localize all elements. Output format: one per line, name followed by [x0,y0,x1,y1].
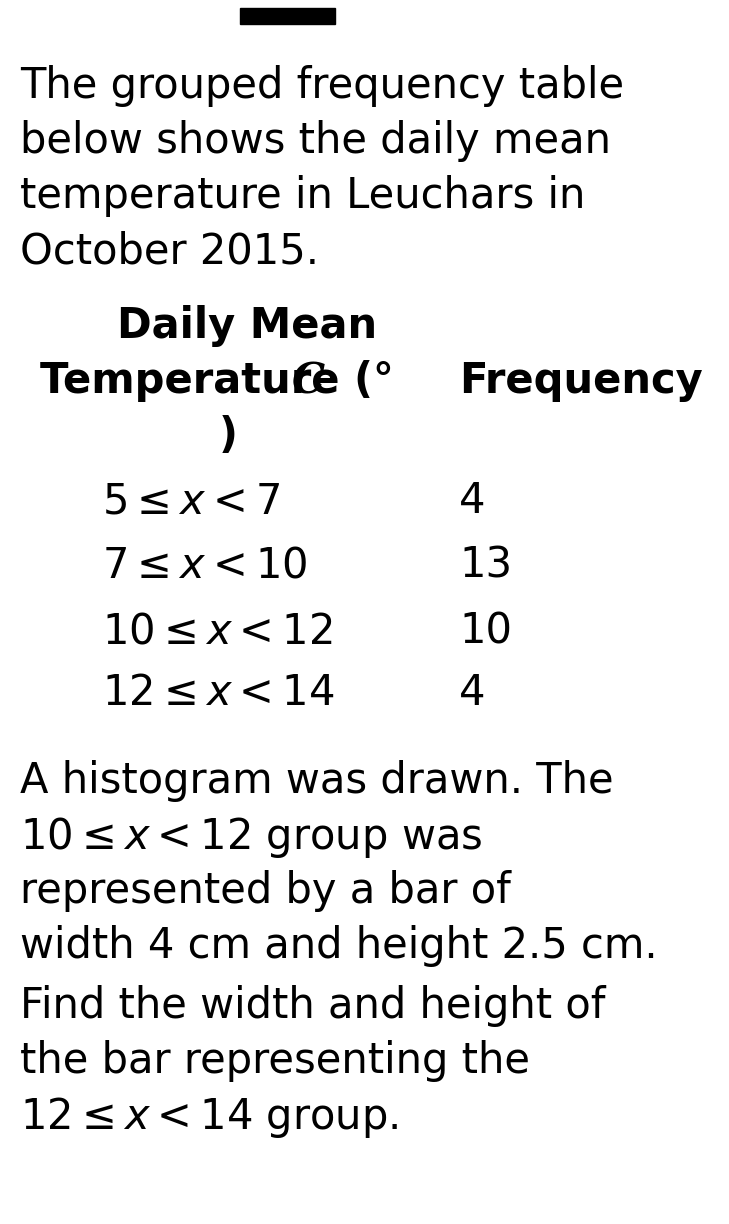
Text: ): ) [219,415,238,457]
Text: 4: 4 [459,480,486,521]
Text: Temperature (°: Temperature (° [40,360,394,401]
Text: $12 \leq x < 14$ group.: $12 \leq x < 14$ group. [20,1095,398,1140]
Text: 10: 10 [459,610,512,652]
Text: $10 \leq x < 12$ group was: $10 \leq x < 12$ group was [20,815,482,860]
Text: October 2015.: October 2015. [20,230,319,272]
Text: the bar representing the: the bar representing the [20,1040,530,1082]
Text: width 4 cm and height 2.5 cm.: width 4 cm and height 2.5 cm. [20,925,658,967]
Text: Find the width and height of: Find the width and height of [20,985,605,1027]
Text: below shows the daily mean: below shows the daily mean [20,120,611,162]
Text: The grouped frequency table: The grouped frequency table [20,65,624,106]
Text: C: C [292,360,325,401]
Text: 4: 4 [459,672,486,714]
Text: $5 \leq x < 7$: $5 \leq x < 7$ [102,480,280,521]
Text: Daily Mean: Daily Mean [117,305,377,346]
Text: $10 \leq x < 12$: $10 \leq x < 12$ [102,610,332,652]
Text: Frequency: Frequency [459,360,703,401]
Text: $7 \leq x < 10$: $7 \leq x < 10$ [102,545,308,588]
Text: represented by a bar of: represented by a bar of [20,870,510,912]
Text: A histogram was drawn. The: A histogram was drawn. The [20,760,613,802]
Text: 13: 13 [459,545,512,588]
Text: temperature in Leuchars in: temperature in Leuchars in [20,175,585,217]
Text: $12 \leq x < 14$: $12 \leq x < 14$ [102,672,335,714]
Bar [240,9,335,24]
